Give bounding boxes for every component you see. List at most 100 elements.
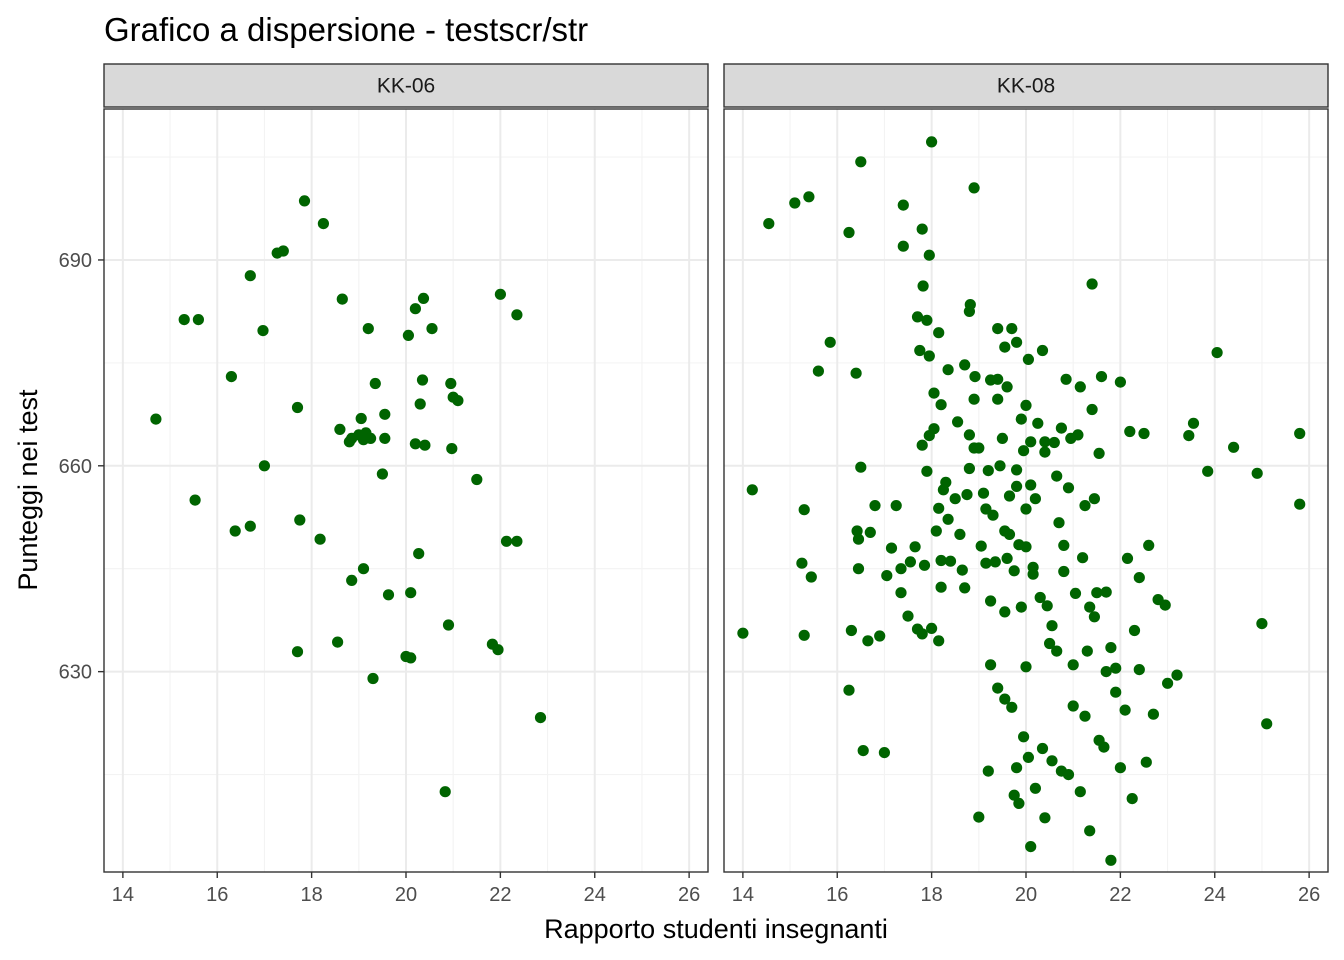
data-point — [916, 439, 928, 451]
data-point — [996, 432, 1009, 444]
data-point — [992, 323, 1004, 335]
data-point — [1020, 541, 1032, 553]
x-tick-label: 20 — [1015, 884, 1037, 906]
data-point — [916, 223, 928, 235]
data-point — [878, 747, 891, 759]
data-point — [895, 587, 907, 599]
data-point — [963, 462, 976, 475]
data-point — [959, 582, 971, 594]
data-point — [1018, 731, 1030, 743]
data-point — [1044, 637, 1056, 650]
data-point — [1025, 479, 1037, 491]
data-point — [1133, 572, 1145, 584]
data-point — [1062, 769, 1075, 781]
data-point — [1072, 429, 1084, 441]
data-point — [346, 574, 358, 587]
data-point — [1022, 751, 1034, 764]
data-point — [1020, 503, 1032, 515]
data-point — [1133, 664, 1145, 676]
data-point — [367, 672, 379, 685]
data-point — [862, 635, 874, 647]
data-point — [992, 682, 1004, 694]
data-point — [964, 299, 976, 311]
data-point — [985, 659, 997, 671]
data-point — [1119, 704, 1131, 716]
data-point — [954, 528, 966, 541]
data-point — [1256, 618, 1268, 630]
data-point — [500, 535, 513, 547]
data-point — [1006, 323, 1018, 335]
x-tick-label: 26 — [678, 884, 700, 906]
data-point — [987, 509, 999, 521]
data-point — [1081, 645, 1093, 657]
data-point — [357, 563, 370, 575]
data-point — [258, 460, 270, 472]
facet-strip — [723, 63, 1329, 108]
data-point — [402, 329, 414, 341]
data-point — [933, 502, 945, 514]
data-point — [874, 630, 886, 642]
data-point — [812, 365, 825, 377]
data-point — [379, 408, 391, 420]
data-point — [1006, 701, 1018, 713]
data-point — [1086, 278, 1098, 290]
x-tick-label: 20 — [395, 884, 417, 906]
data-point — [980, 557, 992, 569]
data-point — [1079, 710, 1091, 722]
data-point — [737, 627, 749, 639]
x-tick-label: 24 — [584, 884, 606, 906]
data-point — [1048, 436, 1060, 449]
data-point — [1228, 441, 1240, 453]
data-point — [1202, 465, 1214, 477]
data-point — [1138, 427, 1150, 440]
data-point — [1039, 812, 1051, 824]
data-point — [916, 628, 928, 640]
data-point — [1036, 344, 1049, 357]
x-tick-label: 16 — [826, 884, 848, 906]
data-point — [1077, 552, 1089, 564]
data-point — [968, 393, 980, 405]
data-point — [904, 556, 917, 568]
data-point — [973, 442, 985, 454]
data-point — [897, 199, 909, 211]
data-point — [409, 303, 421, 315]
data-point — [1055, 422, 1067, 434]
data-point — [968, 182, 980, 194]
data-point — [869, 500, 881, 512]
data-point — [244, 270, 256, 282]
data-point — [446, 443, 458, 455]
data-point — [1124, 425, 1136, 438]
data-point — [902, 610, 914, 622]
data-point — [1003, 528, 1016, 541]
data-point — [291, 646, 304, 658]
data-point — [885, 542, 898, 554]
data-point — [1011, 762, 1023, 774]
x-tick-label: 22 — [489, 884, 511, 906]
data-point — [999, 606, 1011, 618]
data-point — [1114, 762, 1126, 774]
data-point — [940, 476, 952, 488]
data-point — [855, 156, 867, 168]
data-point — [369, 377, 381, 390]
data-point — [1060, 373, 1072, 385]
data-point — [942, 364, 954, 376]
data-point — [1025, 841, 1037, 853]
data-point — [746, 484, 758, 496]
data-point — [332, 636, 344, 648]
data-point — [914, 344, 926, 357]
data-point — [961, 489, 973, 501]
data-point — [1015, 601, 1027, 613]
data-point — [1018, 445, 1030, 457]
data-point — [409, 438, 421, 450]
data-point — [1128, 624, 1141, 637]
data-point — [923, 350, 935, 362]
data-point — [935, 399, 947, 411]
data-point — [992, 373, 1004, 385]
data-point — [150, 413, 162, 425]
data-point — [379, 432, 391, 444]
data-point — [975, 540, 987, 552]
data-point — [1058, 565, 1070, 578]
data-point — [1187, 417, 1200, 429]
data-point — [426, 323, 438, 335]
data-point — [909, 541, 921, 553]
